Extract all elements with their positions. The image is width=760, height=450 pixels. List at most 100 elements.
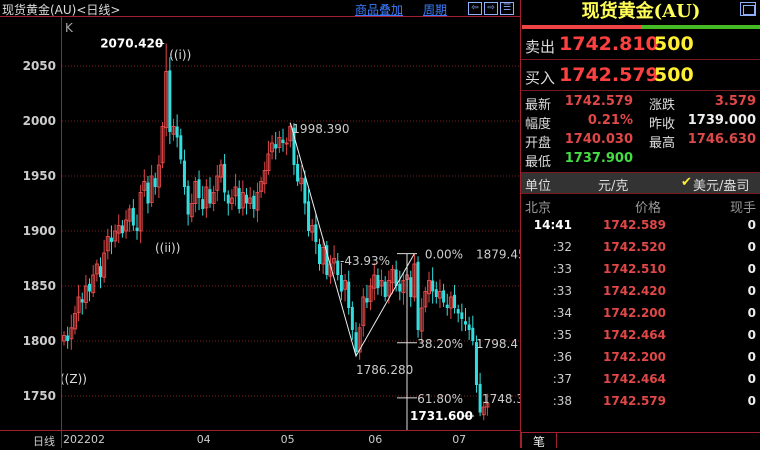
candle-body (215, 175, 220, 191)
tick-price: 1742.510 (603, 262, 667, 276)
tick-row: 14:41 1742.589 0 (521, 215, 760, 237)
candle-body (288, 126, 293, 142)
candle-body (485, 403, 490, 408)
period-link[interactable]: 周期 (423, 3, 448, 17)
stat-value: 1737.900 (564, 151, 633, 166)
divider (557, 432, 760, 433)
overlay-link[interactable]: 商品叠加 (355, 3, 404, 17)
stat-row: 幅度 0.21% 昨收 1739.000 (521, 112, 760, 132)
candle-body (386, 280, 391, 297)
candle-body (394, 269, 398, 286)
col-volume: 现手 (729, 201, 756, 216)
tick-time: :36 (552, 350, 572, 364)
x-axis: 日线 202202 04 05 06 07 (0, 430, 520, 448)
candle-body (248, 197, 253, 204)
candle-body (383, 281, 387, 297)
unit-row: 单位 元/克 ✔ 美元/盎司 (521, 172, 760, 194)
candle-body (131, 207, 135, 226)
candle-body (102, 252, 107, 278)
candle-body (91, 274, 96, 294)
candle-body (471, 327, 475, 341)
chart-title: 现货黄金(AU)<日线> (2, 3, 121, 17)
candle-body (189, 203, 194, 218)
tick-volume: 0 (747, 284, 756, 298)
stat-row: 最低 1737.900 (521, 150, 760, 170)
low-label: 1731.600 (410, 409, 473, 423)
tick-time: :33 (552, 262, 572, 276)
candle-body (372, 274, 377, 289)
unit-cny-option[interactable]: 元/克 (598, 179, 629, 194)
ask-volume: 500 (654, 33, 694, 55)
candle-body (80, 299, 84, 303)
stat-row: 最新 1742.579 涨跌 3.579 (521, 93, 760, 113)
wave-line (289, 122, 415, 358)
tick-row: :36 1742.200 0 (521, 347, 760, 369)
candle-body (138, 192, 143, 232)
arrow-left-icon[interactable]: ⇦ (468, 2, 482, 15)
tick-volume: 0 (747, 394, 756, 408)
candle-body (160, 126, 165, 164)
candle-body (252, 195, 256, 209)
candle-body (245, 194, 248, 204)
candle-body (142, 181, 147, 191)
candle-body (390, 269, 395, 284)
candle-body (350, 306, 354, 330)
candle-body (412, 263, 417, 298)
candle-body (259, 181, 264, 192)
candle-body (208, 189, 212, 204)
candle-body (124, 219, 129, 232)
tick-price: 1742.200 (603, 306, 667, 320)
candle-body (376, 275, 380, 289)
retrace-percent: -43.93% (340, 254, 390, 268)
candle-body (109, 237, 113, 242)
stat-value: 3.579 (714, 94, 756, 109)
arrow-right-icon[interactable]: ⇨ (484, 2, 498, 15)
divider (61, 17, 62, 448)
candle-body (434, 289, 438, 297)
x-tick-label: 04 (196, 433, 211, 446)
candle-body (179, 135, 183, 160)
instrument-name: 现货黄金(AU) (581, 1, 701, 22)
maximize-icon[interactable] (740, 2, 756, 16)
fib-price: 1798.4 (476, 337, 518, 351)
bid-price: 1742.579 (559, 64, 659, 86)
candle-body (164, 71, 169, 129)
candle-body (186, 185, 190, 215)
tick-price: 1742.589 (603, 218, 667, 232)
candle-body (423, 291, 428, 308)
candle-body (318, 244, 321, 264)
candle-body (277, 137, 282, 148)
candle-body (182, 160, 186, 187)
tick-volume: 0 (747, 306, 756, 320)
candlestick-chart[interactable]: 2050 2000 1950 1900 1850 1800 1750 K 2070.420 ((i… (0, 18, 520, 430)
split-view-icon[interactable]: ☰ (500, 2, 514, 15)
y-tick-label: 1950 (23, 169, 56, 183)
candle-body (262, 170, 267, 185)
candle-body (233, 186, 238, 197)
x-axis-label: 日线 (33, 435, 55, 448)
tick-time: :33 (552, 284, 572, 298)
ask-row: 卖出 1742.810 500 (521, 30, 760, 60)
candle-body (325, 245, 329, 275)
candle-body (365, 298, 369, 303)
candle-body (347, 281, 351, 308)
stat-value: 1742.579 (564, 94, 633, 109)
candle-body (135, 227, 139, 231)
candle-body (175, 126, 179, 138)
candle-body (339, 275, 343, 292)
candle-body (354, 332, 358, 352)
tick-price: 1742.420 (603, 284, 667, 298)
fib-price: 1879.45 (476, 248, 520, 262)
tick-time: :37 (552, 372, 572, 386)
ask-price: 1742.810 (559, 33, 659, 55)
candle-body (99, 266, 102, 278)
tab-ticks[interactable]: 笔 (521, 432, 557, 449)
candle-body (307, 201, 311, 231)
candle-body (481, 406, 486, 416)
candle-body (427, 280, 431, 295)
candle-body (332, 258, 337, 264)
tick-row: :37 1742.464 0 (521, 369, 760, 391)
ask-label: 卖出 (525, 38, 556, 56)
unit-usd-option[interactable]: 美元/盎司 (693, 179, 750, 194)
stat-label: 最低 (525, 155, 552, 170)
